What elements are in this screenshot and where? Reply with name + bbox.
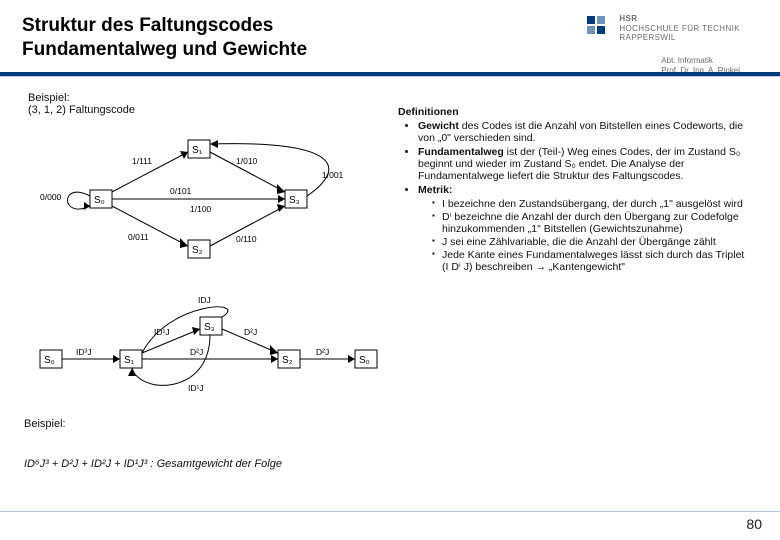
title-line2: Fundamentalweg und Gewichte	[22, 39, 307, 60]
d2-e1: ID³J	[76, 347, 92, 357]
logo-sub1: Abt. Informatik	[661, 56, 713, 65]
example-l2: (3, 1, 2) Faltungscode	[28, 104, 368, 116]
def-list: Gewicht des Codes ist die Anzahl von Bit…	[398, 120, 753, 273]
e-s0s2: 0/011	[128, 232, 149, 242]
d2-s1: S₁	[124, 355, 135, 366]
node-s1: S₁	[192, 145, 203, 156]
state-diagram: S₀ S₁ S₂ S₃ 0/000 1/111 1/010 0/101 1/10…	[40, 130, 370, 290]
def-d: Dⁱ bezeichne die Anzahl der durch den Üb…	[432, 211, 753, 235]
example-l1: Beispiel:	[28, 92, 368, 104]
logo-mark	[585, 14, 613, 42]
e-s1s3: 1/010	[236, 156, 258, 166]
def-j: J sei eine Zählvariable, die die Anzahl …	[432, 236, 753, 248]
def-gewicht-b: Gewicht	[418, 120, 459, 132]
d2-e3: D²J	[190, 347, 203, 357]
logo-hsr: HSR	[619, 14, 637, 23]
def-heading: Definitionen	[398, 106, 753, 118]
def-k: Jede Kante eines Fundamentalweges lässt …	[432, 249, 753, 273]
d2-loop: ID¹J	[188, 383, 204, 393]
node-s2: S₂	[192, 245, 203, 256]
d2-s0b: S₀	[359, 355, 370, 366]
def-metrik-b: Metrik:	[418, 184, 452, 196]
def-gewicht-t: des Codes ist die Anzahl von Bitstellen …	[418, 120, 743, 144]
node-s0: S₀	[94, 195, 105, 206]
logo-l3: RAPPERSWIL	[619, 33, 675, 42]
d2-s3: S₃	[204, 322, 215, 333]
page-number: 80	[746, 516, 762, 532]
e-s0s1: 1/111	[132, 156, 152, 166]
d2-e2: ID¹J	[154, 327, 170, 337]
title-line1: Struktur des Faltungscodes	[22, 15, 273, 36]
eq-gesamt: ID⁶J³ + D²J + ID²J + ID¹J³ : Gesamtgewic…	[24, 458, 282, 470]
beispiel-label: Beispiel:	[24, 418, 282, 430]
logo: HSR HOCHSCHULE FÜR TECHNIK RAPPERSWIL	[585, 14, 740, 43]
e-s0s3: 0/101	[170, 186, 192, 196]
d2-s2: S₂	[282, 355, 293, 366]
e-s1s2: 1/100	[190, 204, 212, 214]
d2-top: IDJ	[198, 295, 211, 305]
d2-e5: D²J	[316, 347, 329, 357]
metric-diagram: S₀ S₁ S₃ S₂ S₀ IDJ ID³J ID¹J D²J D²J D²J…	[20, 295, 390, 415]
d2-s0a: S₀	[44, 355, 55, 366]
e-s2s3: 0/110	[236, 234, 257, 244]
header-hairline	[0, 76, 780, 77]
footer-rule	[0, 511, 780, 512]
e-s3s1: 1/001	[322, 170, 344, 180]
node-s3: S₃	[289, 195, 300, 206]
e-s0s0: 0/000	[40, 192, 62, 202]
def-fund-b: Fundamentalweg	[418, 146, 504, 158]
d2-e4: D²J	[244, 327, 257, 337]
logo-l2: HOCHSCHULE FÜR TECHNIK	[619, 24, 740, 33]
def-i: I bezeichne den Zustandsübergang, der du…	[432, 198, 753, 210]
